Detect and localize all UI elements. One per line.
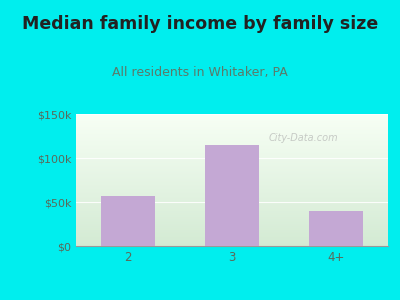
Bar [101,196,155,246]
Bar [309,211,363,246]
Bar [205,145,259,246]
Text: Median family income by family size: Median family income by family size [22,15,378,33]
Text: All residents in Whitaker, PA: All residents in Whitaker, PA [112,66,288,79]
Text: City-Data.com: City-Data.com [269,133,338,143]
